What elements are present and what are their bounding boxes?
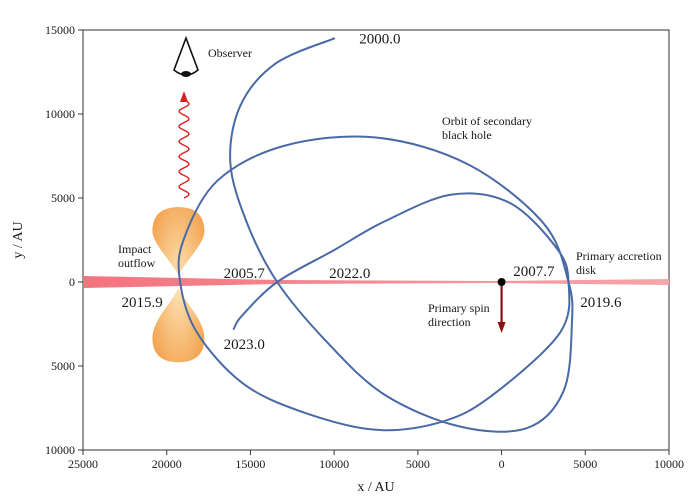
primary-black-hole-dot [497,278,506,286]
accretion-label-line2: disk [576,263,596,277]
spin-direction-label: Primary spin direction [428,301,493,329]
y-axis-ticks: 15000 10000 5000 0 5000 10000 [45,23,83,457]
x-tick-label: 20000 [152,457,182,471]
observer-label: Observer [208,46,252,60]
x-tick-label: 10000 [654,457,684,471]
y-tick-label: 10000 [45,107,75,121]
orbit-label-line2: black hole [442,128,492,142]
epoch-label: 2019.6 [580,295,622,311]
y-tick-label: 10000 [45,443,75,457]
epoch-label: 2005.7 [224,266,266,282]
x-tick-label: 15000 [235,457,265,471]
x-axis-title: x / AU [357,480,394,495]
epoch-label: 2007.7 [513,264,555,280]
outflow-label-line2: outflow [118,256,156,270]
x-tick-label: 0 [499,457,505,471]
y-tick-label: 15000 [45,23,75,37]
orbit-label: Orbit of secondary black hole [442,114,535,142]
plot-frame [82,29,670,451]
epoch-label: 2023.0 [224,337,265,353]
epoch-label: 2022.0 [329,266,370,282]
outflow-label: Impact outflow [118,242,156,270]
epoch-label: 2000.0 [359,31,400,47]
epoch-labels: 2000.0 2005.7 2022.0 2007.7 2019.6 2015.9 2023… [122,31,623,353]
x-tick-label: 5000 [573,457,597,471]
secondary-orbit-path [177,37,574,433]
y-axis-title: y / AU [11,221,26,258]
x-axis-ticks: 25000 20000 15000 10000 5000 0 5000 10000 [68,450,684,471]
photon-wave-arrow [178,99,190,199]
x-tick-label: 5000 [406,457,430,471]
primary-accretion-disk [83,276,669,288]
x-tick-label: 10000 [319,457,349,471]
outflow-label-line1: Impact [118,242,152,256]
orbit-label-line1: Orbit of secondary [442,114,532,128]
photon-arrowhead [180,91,188,102]
x-tick-label: 25000 [68,457,98,471]
accretion-disk-label: Primary accretion disk [576,249,665,277]
y-tick-label: 5000 [51,191,75,205]
observer-eye-icon [173,35,199,77]
y-tick-label: 5000 [51,359,75,373]
spin-label-line1: Primary spin [428,301,490,315]
spin-label-line2: direction [428,315,471,329]
accretion-label-line1: Primary accretion [576,249,662,263]
primary-spin-arrowhead [497,322,506,333]
epoch-label: 2015.9 [122,295,163,311]
y-tick-label: 0 [69,275,75,289]
